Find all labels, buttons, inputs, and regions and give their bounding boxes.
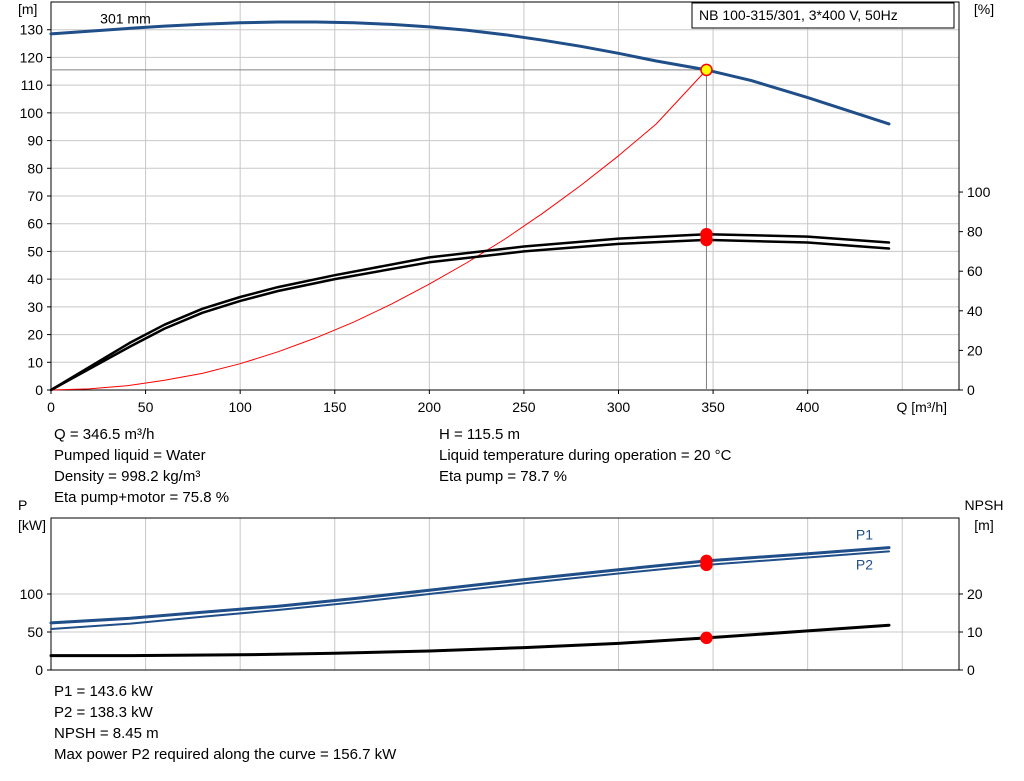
y-left-axis-unit: [kW] [18,517,46,533]
y-left-tick-label: 70 [27,188,43,204]
x-tick-label: 350 [701,399,725,415]
y-right-tick-label: 20 [967,586,983,602]
top-chart-series [49,20,891,392]
x-axis-title: Q [m³/h] [896,399,947,415]
info-eta-pump: Eta pump = 78.7 % [439,468,567,485]
p1-series-label: P1 [856,527,873,543]
info-p2: P2 = 138.3 kW [54,704,153,721]
info-bottom: P1 = 143.6 kW P2 = 138.3 kW NPSH = 8.45 … [54,681,396,765]
pump-title-text: NB 100-315/301, 3*400 V, 50Hz [699,7,898,23]
duty-point-head-marker [700,63,713,77]
duty-point-eta-total-marker [700,233,713,247]
pump-title-box: NB 100-315/301, 3*400 V, 50Hz [691,2,955,29]
y-right-tick-label: 40 [967,303,983,319]
y-left-tick-label: 30 [27,299,43,315]
bottom-chart-axes [47,517,963,671]
y-left-tick-label: 100 [20,105,44,121]
top-chart-axes [47,1,963,394]
x-tick-label: 200 [418,399,442,415]
p2-curve [50,550,890,630]
duty-point-npsh-marker [700,631,713,645]
npsh-curve [49,623,891,658]
info-pumped-liquid: Pumped liquid = Water [54,447,206,464]
y-left-axis-title: P [18,497,27,513]
y-left-axis-unit: [m] [18,1,37,17]
info-npsh: NPSH = 8.45 m [54,725,159,742]
y-right-tick-label: 80 [967,224,983,240]
top-chart-labels: 0 10 20 30 40 50 60 70 80 90 100 110 120 130 0 20 40 60 80… [18,1,994,415]
y-left-tick-label: 60 [27,216,43,232]
y-right-tick-label: 20 [967,342,983,358]
y-right-tick-label: 0 [967,382,975,398]
y-left-tick-label: 100 [20,586,44,602]
bottom-chart-labels: 0 50 100 0 10 20 P [kW] NPSH [m] P1 P2 [18,497,1003,678]
y-right-tick-label: 0 [967,662,975,678]
info-flow: Q = 346.5 m³/h [54,426,155,443]
y-right-axis-title: NPSH [965,497,1004,513]
info-density: Density = 998.2 kg/m³ [54,468,201,485]
bottom-chart-series [49,546,891,658]
y-right-tick-label: 10 [967,624,983,640]
info-top-left: Q = 346.5 m³/h Pumped liquid = Water Den… [54,424,229,508]
x-tick-label: 50 [138,399,154,415]
x-tick-label: 250 [512,399,536,415]
info-top-right: H = 115.5 m Liquid temperature during op… [439,424,731,487]
x-tick-label: 400 [796,399,820,415]
top-chart-grid [50,2,959,391]
y-left-tick-label: 20 [27,327,43,343]
x-tick-label: 150 [323,399,347,415]
eta-total-curve [49,238,891,392]
y-left-tick-label: 50 [27,243,43,259]
p1-curve [49,546,891,625]
y-left-tick-label: 0 [35,382,43,398]
y-left-tick-label: 50 [27,624,43,640]
y-left-tick-label: 0 [35,662,43,678]
x-tick-label: 0 [47,399,55,415]
system-curve [50,69,707,391]
p2-series-label: P2 [856,556,873,572]
info-liquid-temperature: Liquid temperature during operation = 20… [439,447,732,464]
y-right-tick-label: 60 [967,263,983,279]
info-head: H = 115.5 m [439,426,521,443]
y-left-tick-label: 110 [21,77,44,93]
info-p1: P1 = 143.6 kW [54,683,153,700]
info-max-power: Max power P2 required along the curve = … [54,746,397,763]
info-eta-pump-motor: Eta pump+motor = 75.8 % [54,489,230,506]
x-tick-label: 300 [607,399,631,415]
head-curve [49,20,891,126]
y-left-tick-label: 10 [27,354,43,370]
duty-point-p2-marker [700,558,713,572]
y-left-tick-label: 120 [20,49,44,65]
y-left-tick-label: 90 [27,133,43,149]
y-left-tick-label: 40 [27,271,43,287]
x-tick-label: 100 [228,399,252,415]
y-right-axis-unit: [%] [974,1,994,17]
y-right-tick-label: 100 [967,184,991,200]
impeller-diameter-label: 301 mm [100,10,151,26]
y-right-axis-unit: [m] [974,517,993,533]
y-left-tick-label: 130 [20,22,44,38]
y-left-tick-label: 80 [27,160,43,176]
